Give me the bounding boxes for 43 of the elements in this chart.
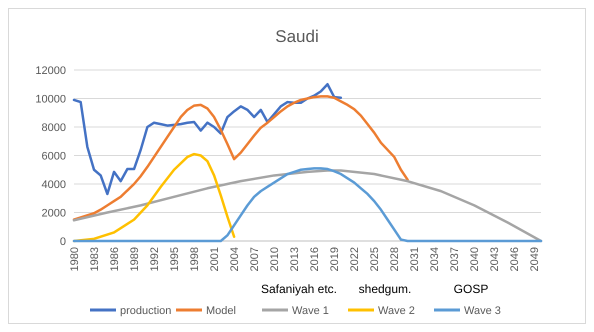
x-tick-label: 1980 [68,247,81,272]
y-tick-label: 2000 [42,207,66,220]
legend-label: Model [206,304,236,317]
line-series [72,152,236,242]
x-tick-label: 2031 [409,247,422,272]
x-tick-label: 2001 [208,247,221,272]
legend-label: Wave 2 [378,304,415,317]
x-tick-label: 2025 [369,247,382,272]
x-tick-label: 2016 [309,247,322,272]
x-tick-label: 1995 [168,247,181,272]
text: GOSP [454,282,488,296]
chart-title: Saudi [275,27,319,46]
x-tick-label: 1992 [148,247,161,272]
x-tick-label: 2046 [509,247,522,272]
x-tick-label: 2022 [349,247,362,272]
x-tick-label: 2019 [329,247,342,272]
x-tick-label: 2004 [228,247,241,272]
y-tick-label: 6000 [42,150,66,162]
x-tick-label: 2010 [268,247,281,272]
text: shedgum. [358,282,412,296]
x-tick-label: 1986 [108,247,121,272]
x-tick-label: 2040 [469,247,482,272]
x-tick-label: 2043 [489,247,502,272]
x-tick-label: 2007 [248,247,261,272]
legend-label: Wave 1 [292,304,329,317]
legend-label: Wave 3 [464,304,501,317]
x-tick-label: 1998 [188,247,201,272]
line-series [72,83,342,196]
legend-label: production [120,304,172,317]
x-tick-label: 1989 [128,247,141,272]
text: Safaniyah etc. [260,282,338,296]
y-tick-label: 0 [60,236,66,248]
x-tick-label: 2049 [529,247,542,272]
line-series [72,95,409,221]
y-tick-label: 12000 [35,64,66,77]
y-tick-label: 10000 [35,93,66,106]
y-tick-label: 8000 [42,122,66,134]
x-tick-label: 2034 [429,247,442,272]
x-tick-label: 2037 [449,247,462,272]
x-tick-label: 2028 [389,247,402,272]
x-tick-label: 1983 [88,247,101,272]
y-tick-label: 4000 [42,178,66,191]
x-tick-label: 2013 [289,247,302,272]
